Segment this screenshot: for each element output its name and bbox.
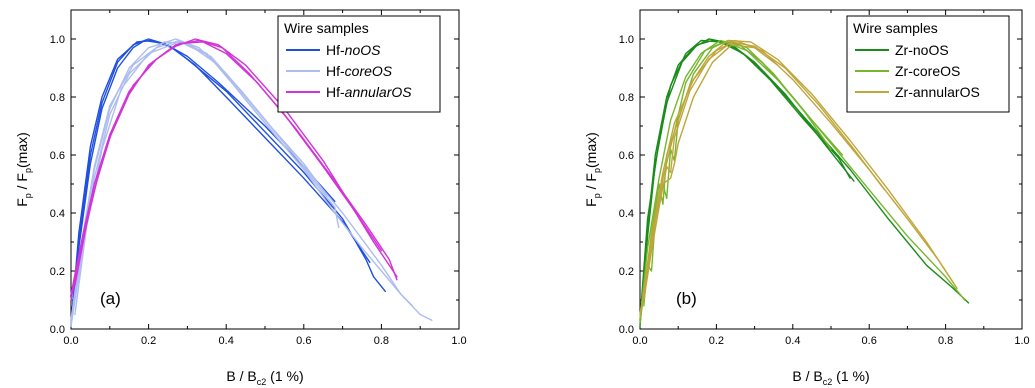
x-tick-label: 0.2 <box>709 335 724 347</box>
x-tick-label: 0.8 <box>938 335 953 347</box>
y-tick-label: 0.6 <box>619 150 634 162</box>
y-tick-label: 0.8 <box>50 92 65 104</box>
x-tick-label: 0.6 <box>296 335 311 347</box>
y-axis-title: Fp / Fp(max) <box>14 132 33 207</box>
x-tick-label: 1.0 <box>451 335 466 347</box>
legend: Wire samples Zr-noOS Zr-coreOS Zr-annularOS <box>846 15 1010 113</box>
x-tick-label: 0.4 <box>219 335 234 347</box>
series-line-2-curve-2 <box>70 39 414 327</box>
x-tick-label: 0.4 <box>785 335 800 347</box>
y-tick-label: 0.2 <box>50 266 65 278</box>
legend-entry: Zr-noOS <box>895 42 949 58</box>
legend-box <box>846 15 1010 113</box>
legend-entry: Zr-coreOS <box>895 63 960 79</box>
legend-entry: Hf-noOS <box>326 42 381 58</box>
legend-entry: Hf-coreOS <box>326 63 393 79</box>
x-tick-label: 0.6 <box>862 335 877 347</box>
x-tick-label: 0.8 <box>374 335 389 347</box>
series-line-1-curve-3 <box>70 39 336 321</box>
legend-title: Wire samples <box>284 20 369 36</box>
y-tick-label: 0.8 <box>619 92 634 104</box>
series-line-2-curve-3 <box>639 41 844 324</box>
series-line-3-curve-3 <box>639 39 954 319</box>
x-axis-title: B / Bc2 (1 %) <box>226 368 303 387</box>
y-tick-label: 1.0 <box>50 34 65 46</box>
chart-panel-2: 0.0 0.2 0.4 0.6 0.8 1.0 0.0 0.2 0.4 0.6 0.8 1.0 B / … <box>583 9 1030 387</box>
series-line-1-curve-3 <box>639 39 851 321</box>
x-tick-label: 0.2 <box>141 335 156 347</box>
y-tick-label: 0.6 <box>50 150 65 162</box>
x-tick-label: 1.0 <box>1014 335 1029 347</box>
y-tick-label: 0.2 <box>619 266 634 278</box>
y-tick-label: 0.4 <box>619 208 634 220</box>
series-line-2-curve-2 <box>643 39 832 307</box>
x-tick-label: 0.0 <box>63 335 78 347</box>
series-line-3-curve-1 <box>639 39 958 316</box>
series-line-3-curve-3 <box>74 41 398 287</box>
y-tick-label: 0.0 <box>50 324 65 336</box>
panel-label: (a) <box>100 289 121 308</box>
panel-label: (b) <box>676 289 697 308</box>
y-tick-label: 0.4 <box>50 208 65 220</box>
series-line-3-curve-4 <box>646 44 779 272</box>
legend-title: Wire samples <box>853 20 938 36</box>
series-line-3-curve-2 <box>643 41 886 301</box>
x-axis-title: B / Bc2 (1 %) <box>792 368 869 387</box>
legend: Wire samples Hf-noOS Hf-coreOS Hf-annularOS <box>277 15 441 113</box>
legend-entry: Hf-annularOS <box>326 84 412 100</box>
legend-box <box>277 15 441 113</box>
chart-panel-1: 0.0 0.2 0.4 0.6 0.8 1.0 0.0 0.2 0.4 0.6 0.8 1.0 B / … <box>14 9 467 387</box>
y-axis-title: Fp / Fp(max) <box>583 132 602 207</box>
legend-entry: Zr-annularOS <box>895 84 980 100</box>
y-tick-label: 0.0 <box>619 324 634 336</box>
x-tick-label: 0.0 <box>632 335 647 347</box>
y-tick-label: 1.0 <box>619 34 634 46</box>
